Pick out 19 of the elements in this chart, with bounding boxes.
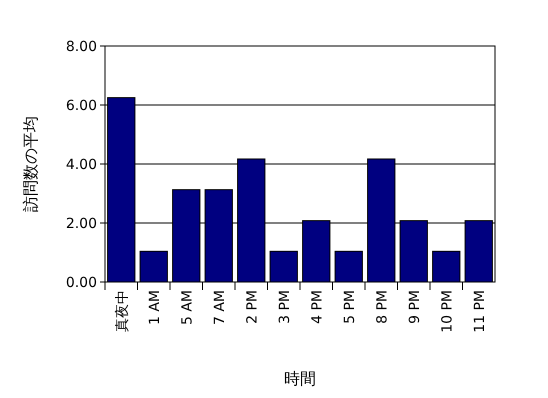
y-tick-label: 2.00	[66, 216, 97, 232]
x-tick-label: 5 AM	[179, 290, 196, 326]
y-tick-label: 4.00	[66, 157, 97, 173]
x-tick-label: 10 PM	[439, 290, 456, 333]
x-tick-label: 2 PM	[244, 290, 260, 324]
x-tick-label: 4 PM	[309, 290, 326, 324]
y-axis-title: 訪問数の平均	[21, 116, 40, 212]
x-tick-label: 8 PM	[374, 290, 390, 324]
x-tick-label: 5 PM	[342, 290, 358, 324]
y-tick-label: 8.00	[66, 39, 97, 55]
y-tick-label: 6.00	[66, 98, 97, 114]
x-tick-label: 7 AM	[212, 290, 228, 326]
x-tick-label: 3 PM	[276, 290, 293, 324]
x-tick-label: 1 AM	[146, 290, 163, 326]
y-tick-label: 0.00	[66, 275, 97, 291]
x-tick-label: 9 PM	[406, 290, 423, 324]
x-tick-label: 11 PM	[472, 290, 488, 333]
x-axis-title: 時間	[284, 369, 316, 388]
x-tick-label: 真夜中	[114, 290, 130, 332]
